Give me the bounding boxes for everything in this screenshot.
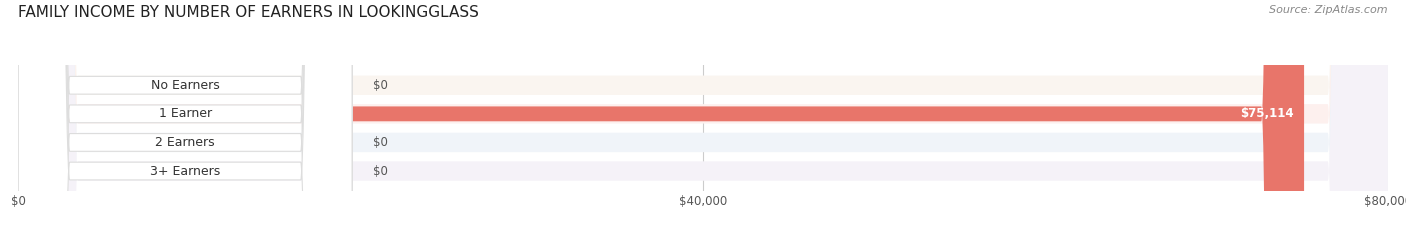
FancyBboxPatch shape [18,0,352,233]
Text: FAMILY INCOME BY NUMBER OF EARNERS IN LOOKINGGLASS: FAMILY INCOME BY NUMBER OF EARNERS IN LO… [18,5,479,20]
FancyBboxPatch shape [18,0,352,233]
Text: 3+ Earners: 3+ Earners [150,164,221,178]
Text: 2 Earners: 2 Earners [156,136,215,149]
Text: $0: $0 [373,164,388,178]
Text: Source: ZipAtlas.com: Source: ZipAtlas.com [1270,5,1388,15]
Text: No Earners: No Earners [150,79,219,92]
FancyBboxPatch shape [18,0,1388,233]
Text: $75,114: $75,114 [1240,107,1294,120]
FancyBboxPatch shape [18,0,1388,233]
FancyBboxPatch shape [18,0,352,233]
Text: $0: $0 [373,79,388,92]
FancyBboxPatch shape [18,0,1388,233]
FancyBboxPatch shape [18,0,352,233]
FancyBboxPatch shape [18,0,1388,233]
Text: 1 Earner: 1 Earner [159,107,212,120]
Text: $0: $0 [373,136,388,149]
FancyBboxPatch shape [18,0,1305,233]
